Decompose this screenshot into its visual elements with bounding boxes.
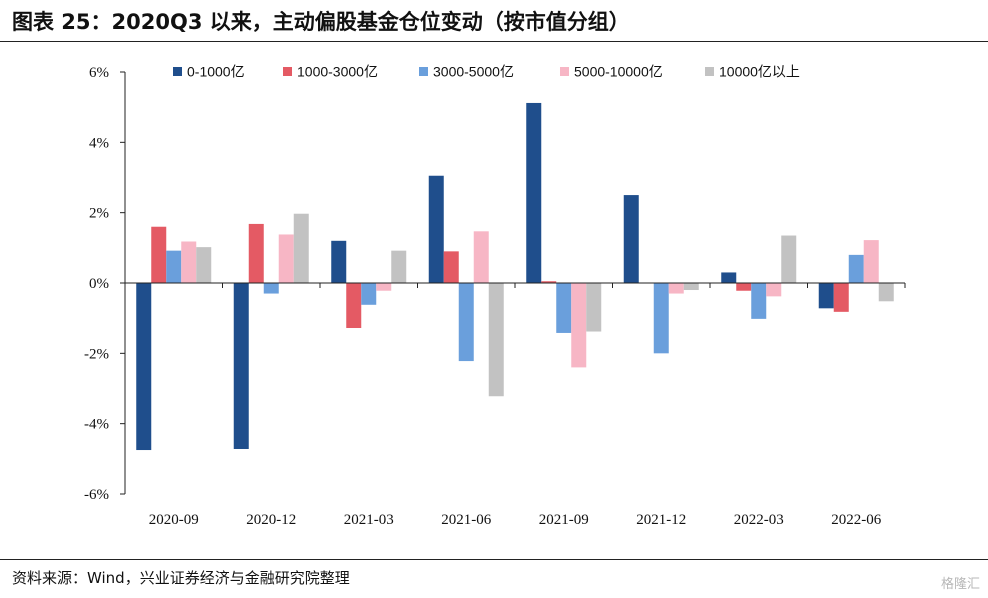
- bar-2020-12-series-4: [293, 213, 309, 283]
- bar-2022-06-series-1: [833, 283, 849, 312]
- y-tick-label: 0%: [89, 276, 109, 292]
- x-tick-label: 2021-12: [636, 512, 686, 528]
- bar-2022-03-series-2: [751, 283, 767, 319]
- y-tick-label: 2%: [89, 206, 109, 222]
- y-tick-label: 6%: [89, 65, 109, 81]
- bar-2022-06-series-0: [818, 283, 834, 309]
- bar-2020-09-series-2: [166, 250, 182, 283]
- x-tick-label: 2021-03: [344, 512, 394, 528]
- legend: 0-1000亿 1000-3000亿 3000-5000亿 5000-10000亿 10…: [173, 64, 800, 80]
- bar-2020-09-series-0: [136, 283, 152, 451]
- x-axis: 2020-09 2020-12 2021-03 2021-06 2021-09 2021-…: [124, 282, 906, 528]
- legend-swatch: [419, 67, 428, 76]
- bar-chart: 6%4%2%0%-2%-4%-6% 2020-09 2020-12 2021-03 2…: [84, 64, 906, 528]
- legend-swatch: [705, 67, 714, 76]
- bar-2021-06-series-1: [443, 251, 459, 283]
- x-tick-label: 2020-09: [149, 512, 199, 528]
- x-tick-label: 2021-06: [441, 512, 491, 528]
- legend-label: 3000-5000亿: [433, 64, 514, 80]
- bar-2021-06-series-0: [428, 175, 444, 283]
- bar-2021-06-series-4: [488, 283, 504, 397]
- bar-2021-06-series-2: [458, 283, 474, 362]
- legend-swatch: [560, 67, 569, 76]
- bar-2021-12-series-3: [668, 283, 684, 294]
- watermark: 格隆汇: [940, 577, 980, 592]
- bar-2021-06-series-3: [473, 231, 489, 283]
- legend-label: 1000-3000亿: [297, 64, 378, 80]
- bar-2022-03-series-4: [781, 235, 797, 283]
- bar-2021-09-series-2: [556, 283, 572, 333]
- y-tick-label: 4%: [89, 135, 109, 151]
- y-tick-label: -6%: [84, 487, 109, 503]
- bar-2021-09-series-4: [586, 283, 602, 332]
- bar-2021-03-series-3: [376, 283, 392, 291]
- bar-2022-06-series-4: [878, 283, 894, 302]
- bar-2021-09-series-1: [541, 281, 557, 283]
- bar-2020-09-series-1: [151, 226, 167, 283]
- legend-swatch: [283, 67, 292, 76]
- y-tick-label: -2%: [84, 346, 109, 362]
- bar-2021-09-series-3: [571, 283, 587, 368]
- x-tick-label: 2022-03: [734, 512, 784, 528]
- bar-2021-09-series-0: [526, 102, 542, 283]
- bars: [136, 102, 894, 451]
- bar-2021-03-series-1: [346, 283, 362, 329]
- bar-2020-12-series-2: [263, 283, 279, 294]
- bar-2022-03-series-3: [766, 283, 782, 297]
- bar-2022-03-series-0: [721, 272, 737, 283]
- bar-2020-12-series-3: [278, 234, 294, 283]
- source-divider: [0, 559, 988, 560]
- title-divider: [0, 41, 988, 42]
- bar-2021-03-series-4: [391, 250, 407, 283]
- bar-2021-12-series-0: [623, 195, 639, 283]
- legend-swatch: [173, 67, 182, 76]
- bar-2021-03-series-2: [361, 283, 377, 305]
- bar-2021-12-series-2: [653, 283, 669, 354]
- bar-2020-12-series-1: [248, 223, 264, 283]
- y-axis: 6% 4% 2% 0% -2% -4% -6%: [84, 65, 126, 503]
- bar-2020-12-series-0: [233, 283, 249, 449]
- bar-2022-06-series-2: [848, 254, 864, 283]
- bar-2022-06-series-3: [863, 240, 879, 283]
- source-note: 资料来源：Wind，兴业证券经济与金融研究院整理: [12, 569, 350, 587]
- bar-2021-03-series-0: [331, 240, 347, 283]
- y-tick-label: -4%: [84, 417, 109, 433]
- legend-label: 5000-10000亿: [574, 64, 663, 80]
- bar-2022-03-series-1: [736, 283, 752, 291]
- legend-label: 0-1000亿: [187, 64, 245, 80]
- bar-2020-09-series-4: [196, 247, 212, 283]
- bar-2020-09-series-3: [181, 241, 197, 283]
- bar-2021-12-series-4: [683, 283, 699, 291]
- chart-title: 图表 25：2020Q3 以来，主动偏股基金仓位变动（按市值分组）: [12, 10, 630, 34]
- x-tick-label: 2020-12: [246, 512, 296, 528]
- x-tick-label: 2021-09: [539, 512, 589, 528]
- legend-label: 10000亿以上: [719, 64, 800, 80]
- x-tick-label: 2022-06: [831, 512, 881, 528]
